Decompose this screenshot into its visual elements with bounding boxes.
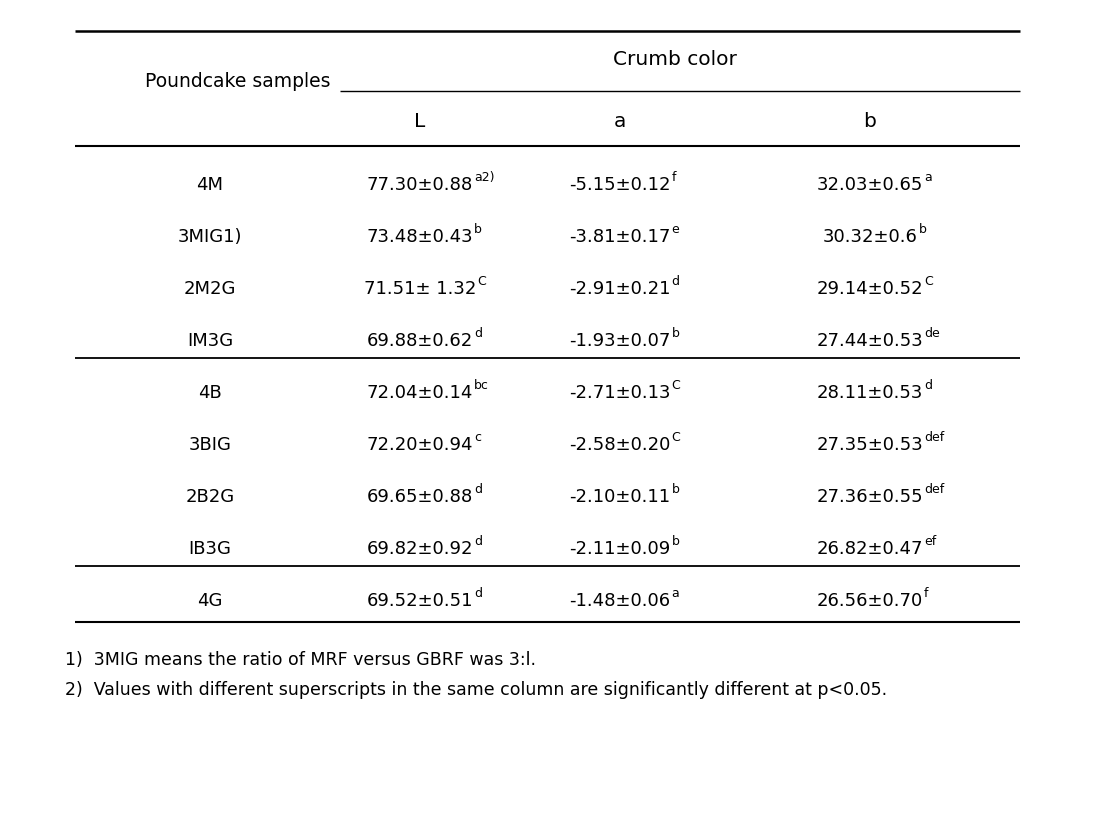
Text: 2B2G: 2B2G (185, 488, 235, 506)
Text: 69.52±0.51: 69.52±0.51 (366, 592, 473, 610)
Text: b: b (863, 112, 877, 131)
Text: 3MIG1): 3MIG1) (178, 228, 242, 246)
Text: b: b (474, 223, 483, 236)
Text: 73.48±0.43: 73.48±0.43 (366, 228, 473, 246)
Text: IM3G: IM3G (186, 332, 233, 350)
Text: a: a (924, 172, 932, 185)
Text: -2.71±0.13: -2.71±0.13 (569, 384, 670, 402)
Text: d: d (474, 587, 483, 600)
Text: de: de (925, 328, 940, 341)
Text: 32.03±0.65: 32.03±0.65 (817, 176, 924, 194)
Text: c: c (474, 431, 482, 444)
Text: 2M2G: 2M2G (184, 280, 236, 298)
Text: -2.10±0.11: -2.10±0.11 (569, 488, 670, 506)
Text: def: def (925, 484, 945, 497)
Text: f: f (671, 172, 676, 185)
Text: 27.35±0.53: 27.35±0.53 (816, 436, 924, 454)
Text: -2.11±0.09: -2.11±0.09 (569, 540, 670, 558)
Text: 26.56±0.70: 26.56±0.70 (817, 592, 923, 610)
Text: C: C (671, 431, 680, 444)
Text: e: e (671, 223, 679, 236)
Text: -3.81±0.17: -3.81±0.17 (569, 228, 670, 246)
Text: 4G: 4G (197, 592, 223, 610)
Text: 4M: 4M (196, 176, 224, 194)
Text: bc: bc (474, 379, 489, 392)
Text: -2.91±0.21: -2.91±0.21 (569, 280, 670, 298)
Text: 3BIG: 3BIG (189, 436, 231, 454)
Text: 27.36±0.55: 27.36±0.55 (816, 488, 924, 506)
Text: 69.65±0.88: 69.65±0.88 (366, 488, 473, 506)
Text: L: L (415, 112, 426, 131)
Text: 29.14±0.52: 29.14±0.52 (816, 280, 924, 298)
Text: d: d (924, 379, 932, 392)
Text: b: b (671, 535, 679, 548)
Text: C: C (671, 379, 680, 392)
Text: -1.93±0.07: -1.93±0.07 (569, 332, 670, 350)
Text: 26.82±0.47: 26.82±0.47 (817, 540, 924, 558)
Text: 30.32±0.6: 30.32±0.6 (823, 228, 917, 246)
Text: IB3G: IB3G (189, 540, 231, 558)
Text: 72.20±0.94: 72.20±0.94 (366, 436, 473, 454)
Text: b: b (671, 484, 679, 497)
Text: f: f (924, 587, 929, 600)
Text: Poundcake samples: Poundcake samples (145, 71, 330, 90)
Text: -2.58±0.20: -2.58±0.20 (569, 436, 670, 454)
Text: 1)  3MIG means the ratio of MRF versus GBRF was 3:l.: 1) 3MIG means the ratio of MRF versus GB… (65, 651, 536, 669)
Text: 2)  Values with different superscripts in the same column are significantly diff: 2) Values with different superscripts in… (65, 681, 887, 699)
Text: d: d (474, 328, 482, 341)
Text: a: a (671, 587, 679, 600)
Text: b: b (671, 328, 679, 341)
Text: 27.44±0.53: 27.44±0.53 (816, 332, 924, 350)
Text: -1.48±0.06: -1.48±0.06 (569, 592, 670, 610)
Text: 71.51± 1.32: 71.51± 1.32 (364, 280, 476, 298)
Text: a: a (614, 112, 626, 131)
Text: b: b (918, 223, 926, 236)
Text: 69.82±0.92: 69.82±0.92 (366, 540, 473, 558)
Text: d: d (671, 275, 680, 288)
Text: C: C (477, 275, 486, 288)
Text: a2): a2) (474, 172, 495, 185)
Text: Crumb color: Crumb color (613, 49, 737, 68)
Text: 77.30±0.88: 77.30±0.88 (366, 176, 473, 194)
Text: def: def (925, 431, 945, 444)
Text: d: d (474, 484, 482, 497)
Text: -5.15±0.12: -5.15±0.12 (569, 176, 670, 194)
Text: 72.04±0.14: 72.04±0.14 (366, 384, 473, 402)
Text: d: d (474, 535, 483, 548)
Text: C: C (925, 275, 934, 288)
Text: 4B: 4B (199, 384, 222, 402)
Text: 69.88±0.62: 69.88±0.62 (366, 332, 473, 350)
Text: 28.11±0.53: 28.11±0.53 (817, 384, 924, 402)
Text: ef: ef (925, 535, 937, 548)
